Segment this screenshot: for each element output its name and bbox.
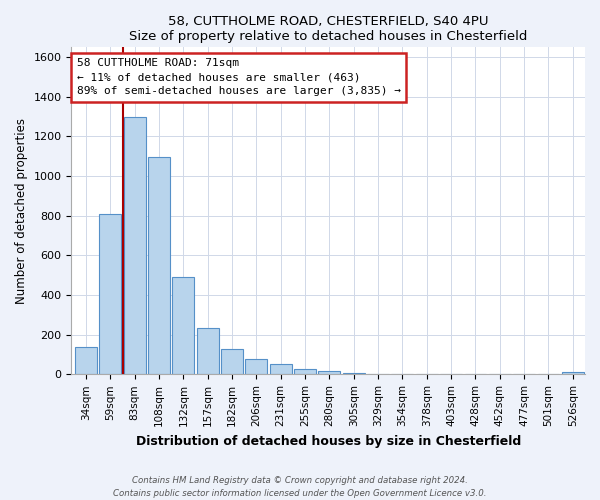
Bar xyxy=(221,348,243,374)
Bar xyxy=(197,328,218,374)
Bar xyxy=(148,157,170,374)
Bar xyxy=(245,360,268,374)
Y-axis label: Number of detached properties: Number of detached properties xyxy=(15,118,28,304)
Bar xyxy=(100,214,121,374)
Text: 58 CUTTHOLME ROAD: 71sqm
← 11% of detached houses are smaller (463)
89% of semi-: 58 CUTTHOLME ROAD: 71sqm ← 11% of detach… xyxy=(77,58,401,96)
Bar xyxy=(172,277,194,374)
X-axis label: Distribution of detached houses by size in Chesterfield: Distribution of detached houses by size … xyxy=(136,434,521,448)
Bar xyxy=(562,372,584,374)
Text: Contains HM Land Registry data © Crown copyright and database right 2024.
Contai: Contains HM Land Registry data © Crown c… xyxy=(113,476,487,498)
Bar xyxy=(319,372,340,374)
Bar xyxy=(124,118,146,374)
Title: 58, CUTTHOLME ROAD, CHESTERFIELD, S40 4PU
Size of property relative to detached : 58, CUTTHOLME ROAD, CHESTERFIELD, S40 4P… xyxy=(129,15,527,43)
Bar xyxy=(270,364,292,374)
Bar xyxy=(75,346,97,374)
Bar xyxy=(294,370,316,374)
